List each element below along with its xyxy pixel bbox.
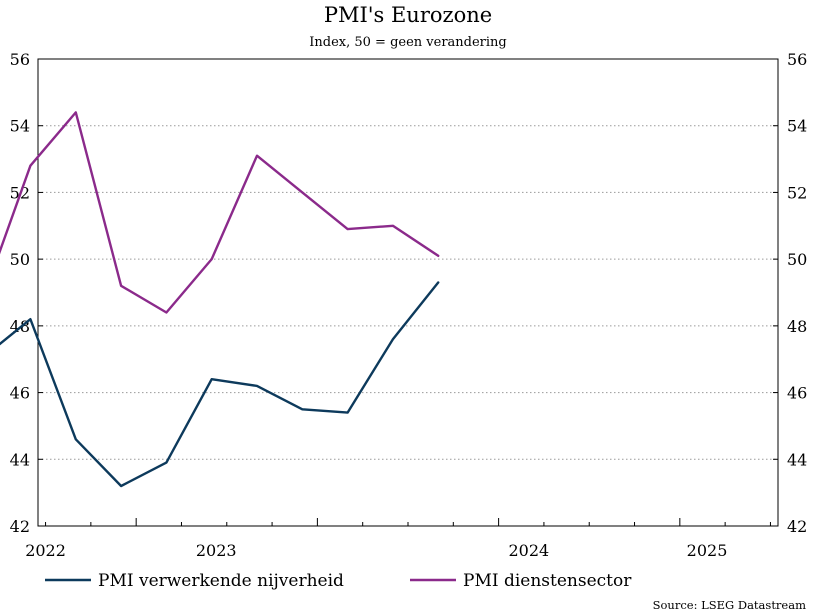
plot-area-frame	[37, 58, 779, 527]
right-tick-label-54: 54	[787, 117, 807, 136]
grid-lines	[38, 125, 778, 460]
x-tick-label-2023: 2023	[196, 541, 237, 560]
right-tick-label-48: 48	[787, 317, 807, 336]
series-line-1	[0, 111, 440, 314]
chart-subtitle: Index, 50 = geen verandering	[309, 35, 507, 50]
legend-label-services: PMI dienstensector	[463, 571, 632, 591]
right-tick-label-46: 46	[787, 384, 807, 403]
left-tick-label-42: 42	[10, 517, 30, 536]
right-tick-label-50: 50	[787, 250, 807, 269]
right-tick-label-42: 42	[787, 517, 807, 536]
right-tick-label-52: 52	[787, 183, 807, 202]
series-line-0	[0, 281, 440, 488]
right-tick-label-56: 56	[787, 50, 807, 69]
left-tick-label-56: 56	[10, 50, 30, 69]
x-tick-label-2024: 2024	[508, 541, 549, 560]
left-tick-label-54: 54	[10, 117, 30, 136]
left-tick-label-50: 50	[10, 250, 30, 269]
right-y-axis: 42 44 46 48 50 52 54 56	[773, 50, 807, 536]
legend: PMI verwerkende nijverheid PMI dienstens…	[45, 571, 632, 591]
legend-label-manufacturing: PMI verwerkende nijverheid	[98, 571, 344, 591]
left-tick-label-44: 44	[10, 450, 30, 469]
right-tick-label-44: 44	[787, 450, 807, 469]
source-note: Source: LSEG Datastream	[653, 598, 806, 612]
left-tick-label-46: 46	[10, 384, 30, 403]
series-lines	[0, 111, 440, 488]
x-tick-label-2022: 2022	[25, 541, 66, 560]
x-tick-label-2025: 2025	[687, 541, 728, 560]
chart-title: PMI's Eurozone	[324, 3, 492, 27]
x-axis: 2022 2023 2024 2025	[25, 518, 771, 560]
